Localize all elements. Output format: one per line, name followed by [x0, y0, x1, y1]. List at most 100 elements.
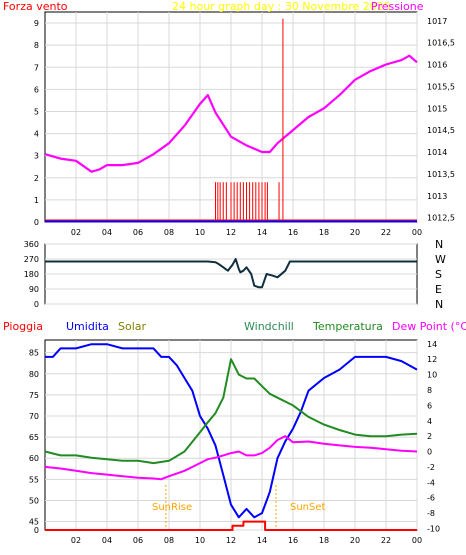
chart1-y-right-tick: 1013	[427, 192, 447, 201]
chart3-y-left-tick: 0	[34, 526, 39, 535]
chart3-y-left-tick: 85	[29, 349, 39, 358]
chart3-x-tick: 00	[412, 536, 422, 545]
chart1-y-right-tick: 1015,5	[427, 82, 455, 91]
chart1-y-left-tick: 8	[34, 41, 39, 50]
chart1-y-right-tick: 1012,5	[427, 214, 455, 223]
chart3-x-tick: 10	[195, 536, 205, 545]
chart3-x-tick: 12	[226, 536, 236, 545]
chart3-x-tick: 08	[164, 536, 174, 545]
chart3-y-left-tick: 75	[29, 391, 39, 400]
chart1-y-left-tick: 6	[34, 85, 39, 94]
pressure-line	[44, 54, 418, 173]
chart1-x-tick: 04	[102, 228, 112, 237]
chart2-y-tick: 360	[24, 240, 39, 249]
legend-solar: Solar	[118, 320, 147, 333]
chart3-x-tick: 22	[381, 536, 391, 545]
chart3-y-left-tick: 60	[29, 454, 39, 463]
legend-pioggia: Pioggia	[3, 320, 43, 333]
chart1-y-left-tick: 2	[34, 174, 39, 183]
chart3-y-right-tick: -10	[427, 524, 440, 533]
legend-dew-point: Dew Point (°C)	[392, 320, 466, 333]
sunset-label: SunSet	[290, 502, 326, 513]
chart1-y-left-tick: 0	[34, 218, 39, 227]
chart3-y-right-tick: 0	[427, 448, 432, 457]
legend-windchill: Windchill	[244, 320, 294, 333]
chart1-title: 24 hour graph day : 30 Novembre 2025	[172, 0, 391, 13]
chart3-y-right-tick: -2	[427, 463, 435, 472]
chart1-x-tick: 08	[164, 228, 174, 237]
chart3-y-right-tick: -8	[427, 509, 435, 518]
legend-umidita: Umidita	[66, 320, 109, 333]
chart3-ticks: 02 04 06 08 10 12 14 16 18 20 22 000455055606570758…	[29, 340, 440, 545]
chart1-x-tick: 18	[319, 228, 329, 237]
series-umidita	[45, 343, 418, 519]
chart1-left-label: Forza vento	[3, 0, 68, 13]
series-dew-point-c	[44, 435, 418, 481]
chart1-x-tick: 22	[381, 228, 391, 237]
chart1-y-right-tick: 1016,5	[427, 39, 455, 48]
chart1-series	[44, 18, 418, 223]
chart1-x-tick: 02	[71, 228, 81, 237]
chart1-right-label: Pressione	[371, 0, 424, 13]
chart3-y-left-tick: 45	[29, 518, 39, 527]
wind-direction-line	[45, 258, 417, 289]
chart1-y-left-tick: 1	[34, 196, 39, 205]
chart3-y-right-tick: -4	[427, 478, 435, 487]
chart3-y-left-tick: 55	[29, 475, 39, 484]
chart1-y-left-tick: 7	[34, 63, 39, 72]
chart3-y-right-tick: 6	[427, 401, 432, 410]
series-temperatura	[44, 358, 418, 465]
direction-label: N	[435, 238, 443, 251]
direction-label: W	[435, 253, 446, 266]
chart1-x-tick: 14	[257, 228, 267, 237]
chart1-y-right-tick: 1015	[427, 104, 447, 113]
series-pioggia	[45, 520, 417, 531]
legend-temperatura: Temperatura	[312, 320, 383, 333]
chart2-grid	[45, 243, 417, 305]
chart-humidity-temperature: Pioggia Umidita Solar Windchill Temperat…	[3, 320, 466, 545]
chart1-x-tick: 12	[226, 228, 236, 237]
chart1-x-tick: 06	[133, 228, 143, 237]
chart3-y-right-tick: 14	[427, 340, 437, 349]
chart-wind-pressure: 02 04 06 08 10 12 14 16 18 20 22 0001234567891012,5…	[3, 0, 455, 237]
chart3-x-tick: 20	[350, 536, 360, 545]
direction-label: N	[435, 298, 443, 311]
chart3-x-tick: 16	[288, 536, 298, 545]
chart1-y-left-tick: 3	[34, 152, 39, 161]
chart3-x-tick: 02	[71, 536, 81, 545]
chart3-y-right-tick: 2	[427, 432, 432, 441]
chart1-y-right-tick: 1016	[427, 61, 447, 70]
chart3-y-left-tick: 80	[29, 370, 39, 379]
chart3-series	[44, 343, 418, 531]
chart1-y-right-tick: 1013,5	[427, 170, 455, 179]
chart2-y-tick: 270	[24, 255, 39, 264]
chart2-y-tick: 180	[24, 270, 39, 279]
chart1-x-tick: 20	[350, 228, 360, 237]
chart3-x-tick: 04	[102, 536, 112, 545]
chart3-y-left-tick: 50	[29, 496, 39, 505]
chart1-x-tick: 00	[412, 228, 422, 237]
chart2-y-tick: 0	[34, 300, 39, 309]
chart3-y-right-tick: -6	[427, 494, 435, 503]
chart3-y-left-tick: 70	[29, 412, 39, 421]
chart1-y-left-tick: 4	[34, 130, 39, 139]
sunrise-label: SunRise	[152, 502, 192, 513]
chart1-x-tick: 10	[195, 228, 205, 237]
direction-label: E	[435, 283, 442, 296]
chart3-x-tick: 14	[257, 536, 267, 545]
chart2-series	[45, 258, 417, 289]
direction-label: S	[435, 268, 442, 281]
chart1-ticks: 02 04 06 08 10 12 14 16 18 20 22 0001234567891012,5…	[34, 17, 455, 237]
chart1-y-left-tick: 5	[34, 107, 39, 116]
chart2-y-tick: 90	[29, 285, 39, 294]
chart3-x-tick: 18	[319, 536, 329, 545]
chart3-y-right-tick: 8	[427, 386, 432, 395]
chart1-y-left-tick: 9	[34, 19, 39, 28]
chart3-x-tick: 06	[133, 536, 143, 545]
chart3-y-right-tick: 10	[427, 371, 437, 380]
chart3-y-left-tick: 65	[29, 433, 39, 442]
chart1-y-right-tick: 1014	[427, 148, 447, 157]
